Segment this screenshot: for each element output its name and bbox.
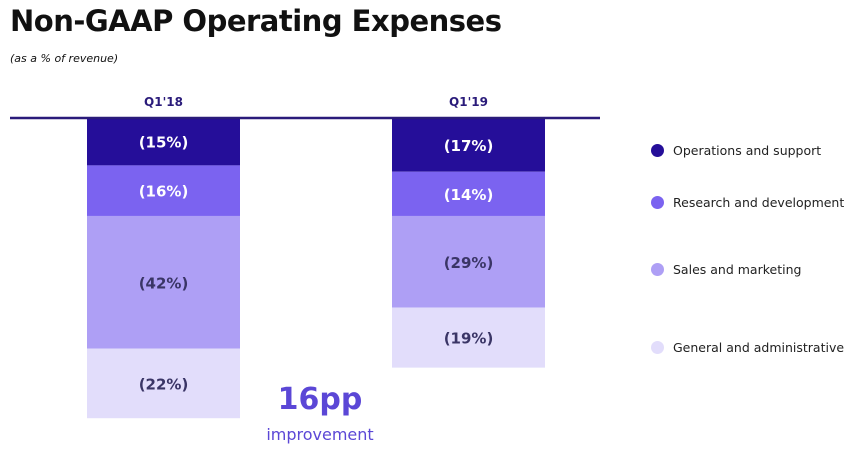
legend-swatch-icon: [651, 341, 664, 354]
legend-item: General and administrative: [651, 340, 844, 355]
legend-swatch-icon: [651, 196, 664, 209]
data-label: (42%): [139, 274, 189, 292]
bar-segment: [87, 215, 240, 349]
chart-title: Non-GAAP Operating Expenses: [10, 4, 502, 38]
legend-item: Research and development: [651, 195, 844, 210]
chart-subtitle: (as a % of revenue): [10, 52, 119, 65]
legend-swatch-icon: [651, 144, 664, 157]
legend-label: Research and development: [673, 195, 845, 210]
category-label: Q1'19: [449, 95, 488, 109]
bar-segment: [87, 165, 240, 216]
improvement-value: 16pp: [277, 382, 363, 417]
legend-label: Operations and support: [673, 143, 822, 158]
data-label: (29%): [444, 254, 494, 272]
bar-segment: [87, 118, 240, 166]
bar-segment: [392, 118, 545, 172]
bar-segment: [87, 348, 240, 419]
legend-item: Operations and support: [651, 143, 821, 158]
bar-segment: [392, 307, 545, 368]
data-label: (15%): [139, 134, 189, 152]
legend-item: Sales and marketing: [651, 262, 801, 277]
legend-swatch-icon: [651, 263, 664, 276]
legend-label: General and administrative: [673, 340, 845, 355]
data-label: (19%): [444, 330, 494, 348]
category-label: Q1'18: [144, 95, 183, 109]
data-label: (22%): [139, 375, 189, 393]
data-label: (14%): [444, 186, 494, 204]
bar-segment: [392, 215, 545, 308]
improvement-label: improvement: [266, 425, 374, 444]
legend-label: Sales and marketing: [673, 262, 802, 277]
data-label: (16%): [139, 183, 189, 201]
bar-segment: [392, 171, 545, 216]
data-label: (17%): [444, 137, 494, 155]
